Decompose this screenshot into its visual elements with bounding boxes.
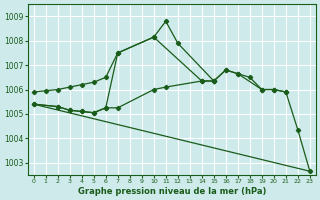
X-axis label: Graphe pression niveau de la mer (hPa): Graphe pression niveau de la mer (hPa) [77, 187, 266, 196]
